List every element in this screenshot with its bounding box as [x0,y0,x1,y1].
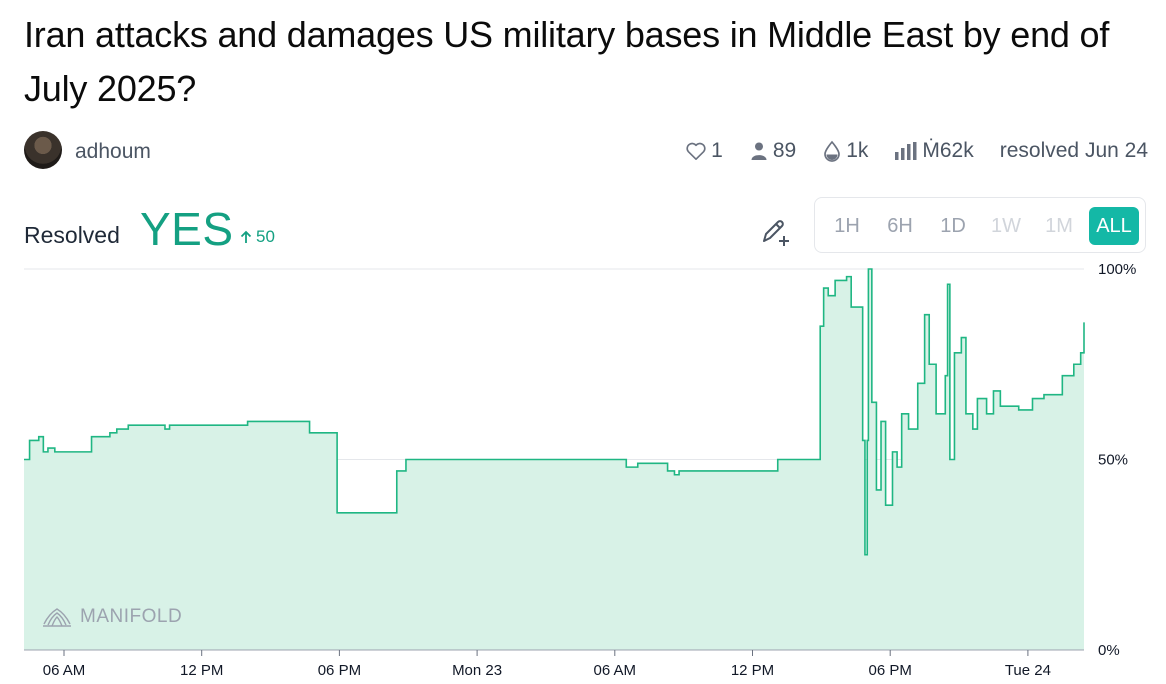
market-stats: 1 89 1k Ṁ62k resolved Jun 24 [659,139,1148,163]
y-tick-label: 100% [1098,261,1136,278]
range-1h-button[interactable]: 1H [834,214,860,237]
likes-stat[interactable]: 1 [685,139,723,163]
x-tick-label: 06 PM [869,662,912,679]
droplet-icon [824,140,841,162]
range-1d-button[interactable]: 1D [940,214,966,237]
range-1m-button[interactable]: 1M [1045,214,1073,237]
likes-count: 1 [711,139,723,162]
resolved-date: resolved Jun 24 [999,139,1148,162]
volume-amount: Ṁ62k [922,139,974,162]
watermark-text: MANIFOLD [80,606,183,627]
annotate-chart-button[interactable] [760,217,792,247]
market-meta-row: adhoum 1 89 1k [24,131,1148,173]
liquidity-amount: 1k [846,139,869,162]
manifold-watermark: MANIFOLD [42,606,182,628]
resolution-row: Resolved YES 50 1H 6H 1D 1W 1M ALL [24,197,1148,256]
author-avatar[interactable] [24,131,62,169]
y-axis: 100% 50% 0% [1098,261,1136,659]
x-tick-label: 12 PM [731,662,774,679]
volume-stat: Ṁ62k [894,139,974,163]
x-tick-label: 06 AM [594,662,637,679]
resolved-label: Resolved [24,222,120,248]
y-tick-label: 0% [1098,642,1120,659]
probability-chart[interactable]: 100% 50% 0% 06 AM 12 PM 06 PM Mon 23 06 AM 12 P… [0,260,1166,684]
x-tick-label: 12 PM [180,662,223,679]
x-tick-label: Tue 24 [1005,662,1051,679]
market-title: Iran attacks and damages US military bas… [24,14,1110,109]
x-tick-label: 06 AM [43,662,86,679]
traders-count: 89 [772,139,797,162]
manifold-logo-icon [43,608,71,627]
range-all-button[interactable]: ALL [1089,207,1139,245]
probability-line [24,268,1085,556]
probability-change: 50 [240,227,275,247]
x-axis: 06 AM 12 PM 06 PM Mon 23 06 AM 12 PM 06 PM Tue … [24,649,1084,679]
range-6h-button[interactable]: 6H [887,214,913,237]
traders-stat: 89 [749,139,796,163]
pencil-plus-icon [763,220,789,246]
time-range-selector: 1H 6H 1D 1W 1M ALL [814,197,1146,253]
bar-chart-icon [895,142,917,160]
author-name[interactable]: adhoum [75,140,151,163]
change-value: 50 [256,227,275,246]
chart-plot [24,268,1085,650]
range-1w-button[interactable]: 1W [991,214,1021,237]
liquidity-stat[interactable]: 1k [822,139,868,163]
x-tick-label: Mon 23 [452,662,502,679]
user-icon [751,142,767,160]
arrow-up-icon [240,230,252,243]
heart-icon [686,142,706,160]
x-tick-label: 06 PM [318,662,361,679]
resolved-outcome: YES [140,203,234,255]
y-tick-label: 50% [1098,452,1128,469]
